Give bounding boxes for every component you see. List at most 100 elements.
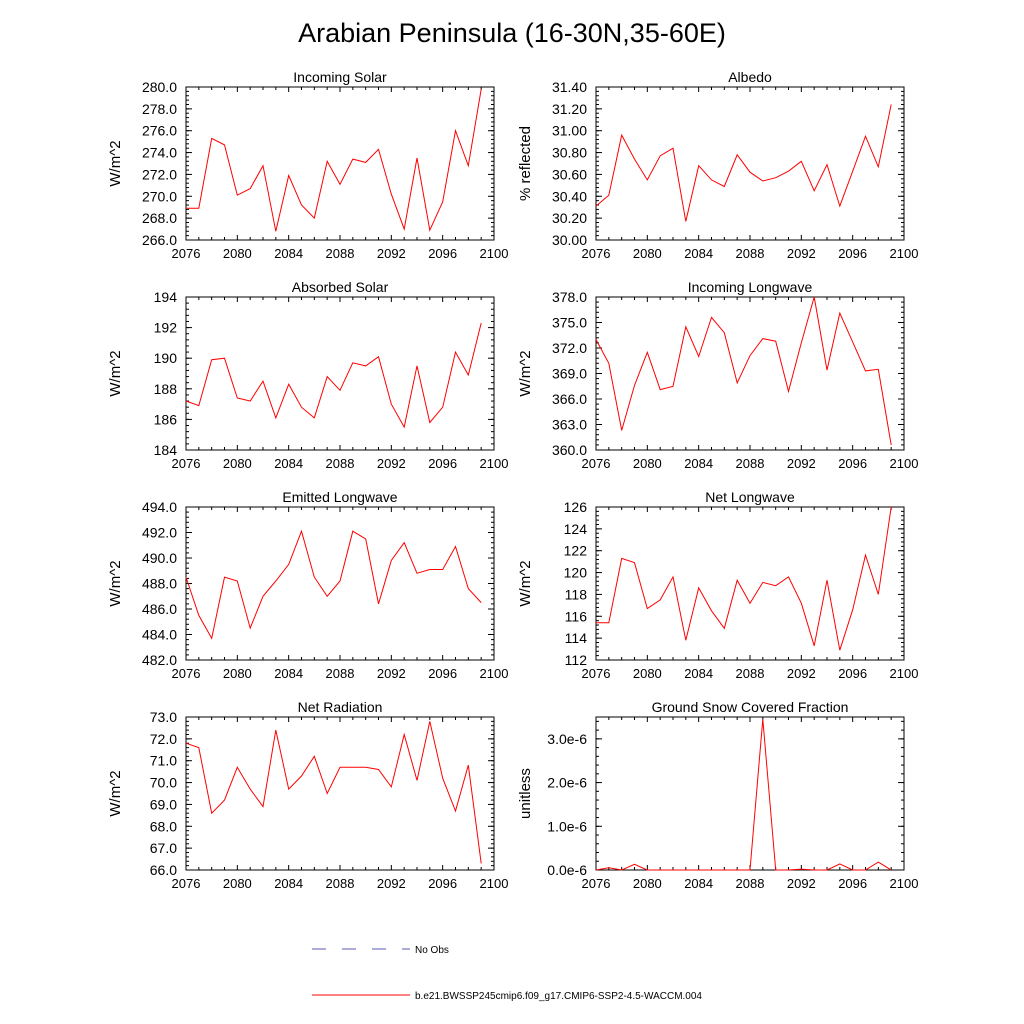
x-tick-label: 2088 — [736, 876, 765, 891]
y-tick-label: 67.0 — [150, 840, 177, 856]
x-tick-label: 2076 — [582, 666, 611, 681]
y-tick-label: 363.0 — [552, 417, 587, 433]
x-tick-label: 2084 — [684, 876, 713, 891]
y-tick-label: 126 — [564, 499, 588, 515]
y-tick-label: 488.0 — [142, 576, 177, 592]
x-tick-label: 2080 — [633, 876, 662, 891]
y-tick-label: 73.0 — [150, 709, 177, 725]
x-tick-label: 2096 — [838, 876, 867, 891]
x-tick-label: 2076 — [172, 456, 201, 471]
x-tick-label: 2096 — [838, 456, 867, 471]
panel-title: Ground Snow Covered Fraction — [652, 699, 849, 715]
panel-title: Absorbed Solar — [292, 279, 389, 295]
x-tick-label: 2092 — [377, 456, 406, 471]
y-tick-label: 1.0e-6 — [547, 818, 587, 834]
y-tick-label: 486.0 — [142, 601, 177, 617]
panels: Incoming Solar W/m^2 2076 2080 2084 2088 2092 2… — [107, 69, 918, 891]
y-axis-label: W/m^2 — [107, 770, 124, 816]
y-tick-label: 494.0 — [142, 499, 177, 515]
panel-title: Emitted Longwave — [282, 489, 397, 505]
series-line — [185, 721, 482, 864]
panel-albedo: Albedo % reflected 2076 2080 2084 2088 2092 209… — [517, 69, 918, 261]
x-tick-label: 2080 — [633, 666, 662, 681]
x-tick-label: 2088 — [326, 876, 355, 891]
x-tick-label: 2100 — [480, 246, 509, 261]
plot-frame — [185, 506, 495, 661]
y-axis-label: W/m^2 — [107, 350, 124, 396]
x-tick-label: 2080 — [223, 666, 252, 681]
x-tick-label: 2076 — [582, 876, 611, 891]
plot-frame — [595, 716, 905, 871]
x-tick-label: 2076 — [172, 876, 201, 891]
x-tick-label: 2092 — [377, 876, 406, 891]
y-axis-label: unitless — [517, 768, 534, 819]
y-tick-label: 378.0 — [552, 289, 587, 305]
x-tick-label: 2084 — [274, 876, 303, 891]
y-tick-label: 122 — [564, 543, 588, 559]
y-tick-label: 266.0 — [142, 232, 177, 248]
y-tick-label: 2.0e-6 — [547, 775, 587, 791]
x-tick-label: 2096 — [428, 876, 457, 891]
y-tick-label: 114 — [565, 630, 588, 646]
y-tick-label: 268.0 — [142, 210, 177, 226]
plot-frame — [185, 86, 495, 241]
series-line — [185, 529, 482, 640]
series-line — [595, 719, 892, 871]
y-axis-label: W/m^2 — [517, 560, 534, 606]
series-line — [185, 322, 482, 429]
y-tick-label: 30.60 — [552, 166, 587, 182]
y-axis-label: W/m^2 — [107, 560, 124, 606]
y-tick-label: 112 — [565, 652, 588, 668]
y-axis-label: % reflected — [517, 126, 534, 201]
y-tick-label: 184 — [154, 442, 178, 458]
y-tick-label: 124 — [564, 521, 588, 537]
x-tick-label: 2092 — [377, 246, 406, 261]
x-tick-label: 2076 — [582, 456, 611, 471]
y-tick-label: 360.0 — [552, 442, 587, 458]
plot-frame — [185, 296, 495, 451]
panel-net-radiation: Net Radiation W/m^2 2076 2080 2084 2088 2092 20… — [107, 699, 508, 891]
panel-absorbed-solar: Absorbed Solar W/m^2 2076 2080 2084 2088 2092 2… — [107, 279, 508, 471]
y-tick-label: 70.0 — [150, 775, 177, 791]
x-tick-label: 2088 — [736, 666, 765, 681]
x-tick-label: 2080 — [223, 456, 252, 471]
x-tick-label: 2076 — [172, 666, 201, 681]
y-tick-label: 3.0e-6 — [547, 731, 587, 747]
y-tick-label: 270.0 — [142, 188, 177, 204]
x-tick-label: 2084 — [684, 456, 713, 471]
x-tick-label: 2100 — [480, 456, 509, 471]
y-tick-label: 280.0 — [142, 79, 177, 95]
panel-emitted-longwave: Emitted Longwave W/m^2 2076 2080 2084 2088 209… — [107, 489, 508, 681]
y-tick-label: 30.80 — [552, 145, 587, 161]
y-tick-label: 71.0 — [150, 753, 177, 769]
x-tick-label: 2092 — [787, 666, 816, 681]
x-tick-label: 2080 — [633, 246, 662, 261]
y-tick-label: 484.0 — [142, 627, 177, 643]
x-tick-label: 2092 — [787, 246, 816, 261]
y-tick-label: 490.0 — [142, 550, 177, 566]
plot-frame — [595, 86, 905, 241]
panel-title: Albedo — [728, 69, 772, 85]
y-tick-label: 31.00 — [552, 123, 587, 139]
y-tick-label: 276.0 — [142, 123, 177, 139]
y-tick-label: 194 — [154, 289, 178, 305]
panel-ground-snow-covered-fraction: Ground Snow Covered Fraction unitless 2076… — [517, 699, 918, 891]
series-line — [595, 104, 892, 222]
x-tick-label: 2088 — [736, 246, 765, 261]
y-tick-label: 120 — [564, 565, 588, 581]
y-tick-label: 31.20 — [552, 101, 587, 117]
series-line — [595, 296, 892, 445]
y-tick-label: 118 — [565, 586, 588, 602]
y-tick-label: 30.00 — [552, 232, 587, 248]
x-tick-label: 2100 — [890, 246, 919, 261]
legend: No Obs b.e21.BWSSP245cmip6.f09_g17.CMIP6… — [312, 945, 702, 1002]
legend-obs-label: No Obs — [415, 945, 449, 956]
x-tick-label: 2092 — [787, 456, 816, 471]
y-tick-label: 30.40 — [552, 188, 587, 204]
y-tick-label: 69.0 — [150, 796, 177, 812]
x-tick-label: 2100 — [480, 876, 509, 891]
panel-net-longwave: Net Longwave W/m^2 2076 2080 2084 2088 2092 209… — [517, 489, 918, 681]
y-tick-label: 369.0 — [552, 366, 587, 382]
x-tick-label: 2096 — [428, 456, 457, 471]
